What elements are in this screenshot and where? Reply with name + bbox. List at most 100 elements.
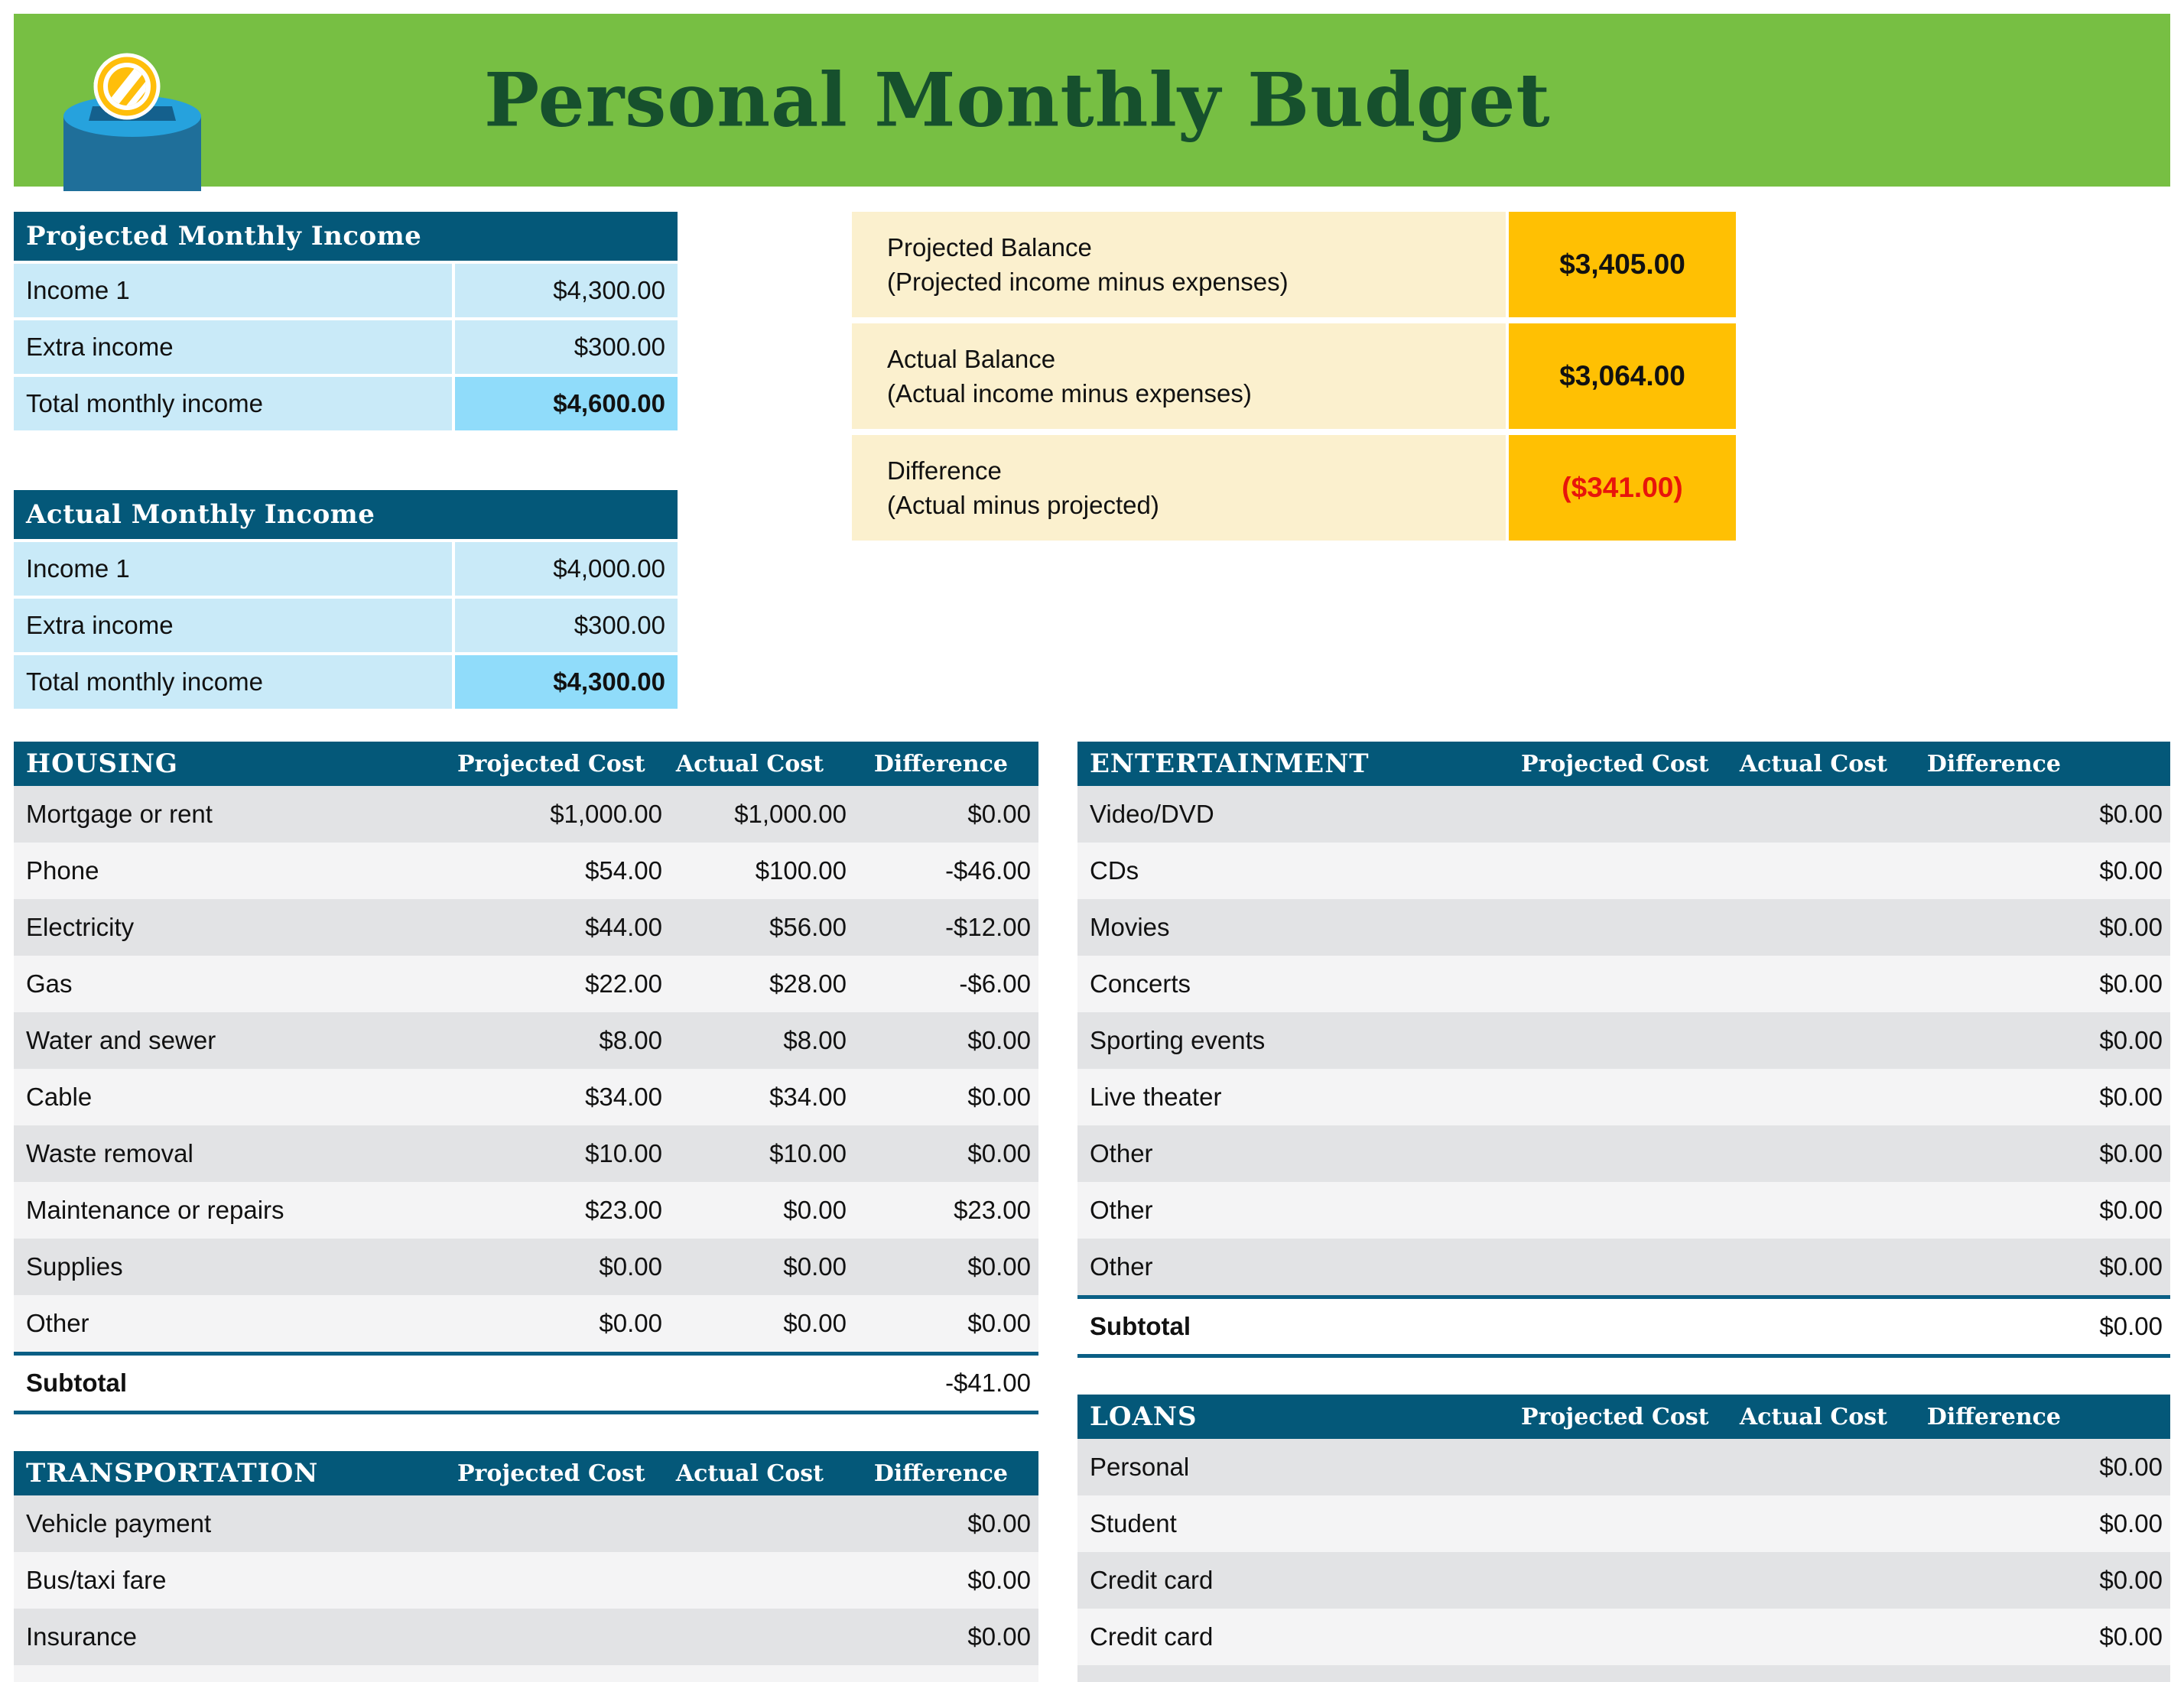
projected-cost-cell[interactable]: $0.00 (599, 1252, 662, 1281)
difference-cell[interactable]: $0.00 (967, 1622, 1031, 1651)
row-label-cell[interactable]: Concerts (1090, 969, 1191, 998)
row-label-cell[interactable]: Other (1090, 1252, 1153, 1281)
row-label-cell[interactable]: Other (1090, 1139, 1153, 1167)
actual-cost-cell[interactable]: $28.00 (769, 969, 847, 998)
balance-value-cell[interactable]: ($341.00) (1509, 435, 1736, 541)
income-label-cell[interactable]: Total monthly income (14, 655, 452, 709)
balance-label-cell[interactable]: Actual Balance (Actual income minus expen… (852, 323, 1506, 429)
row-label-cell[interactable]: Gas (26, 969, 73, 998)
income-label-cell[interactable]: Income 1 (14, 542, 452, 596)
column-header-act: Actual Cost (675, 1460, 824, 1487)
row-label-cell[interactable]: Vehicle payment (26, 1509, 212, 1538)
projected-cost-cell[interactable]: $54.00 (585, 856, 662, 885)
difference-cell[interactable]: $0.00 (967, 1139, 1031, 1167)
income-row: Total monthly income $4,300.00 (14, 655, 678, 709)
row-label-cell[interactable]: Water and sewer (26, 1026, 216, 1054)
income-value-cell[interactable]: $4,300.00 (455, 264, 678, 317)
actual-cost-cell[interactable]: $8.00 (783, 1026, 847, 1054)
row-label-cell[interactable]: Mortgage or rent (26, 800, 213, 828)
projected-cost-cell[interactable]: $0.00 (599, 1309, 662, 1337)
difference-cell[interactable]: $0.00 (2099, 1453, 2163, 1481)
projected-cost-cell[interactable]: $1,000.00 (550, 800, 662, 828)
difference-cell[interactable]: -$46.00 (945, 856, 1031, 885)
difference-cell[interactable]: $23.00 (954, 1196, 1031, 1224)
row-label-cell[interactable]: CDs (1090, 856, 1139, 885)
projected-cost-cell[interactable]: $23.00 (585, 1196, 662, 1224)
actual-cost-cell[interactable]: $1,000.00 (734, 800, 847, 828)
difference-cell[interactable]: $0.00 (2099, 1509, 2163, 1538)
actual-cost-cell[interactable]: $0.00 (783, 1196, 847, 1224)
balance-value-cell[interactable]: $3,405.00 (1509, 212, 1736, 317)
row-label-cell[interactable]: Cable (26, 1083, 93, 1111)
actual-cost-cell[interactable]: $56.00 (769, 913, 847, 941)
coin-icon (93, 53, 161, 120)
actual-cost-cell[interactable]: $0.00 (783, 1252, 847, 1281)
row-label-cell[interactable]: Waste removal (26, 1139, 193, 1167)
difference-cell[interactable]: $0.00 (967, 1566, 1031, 1594)
projected-cost-cell[interactable]: $8.00 (599, 1026, 662, 1054)
difference-cell[interactable]: $0.00 (967, 1026, 1031, 1054)
row-label-cell[interactable]: Insurance (26, 1622, 137, 1651)
row-label-cell[interactable]: Personal (1090, 1453, 1190, 1481)
row-label-cell[interactable]: Live theater (1090, 1083, 1222, 1111)
row-label-cell[interactable]: Sporting events (1090, 1026, 1266, 1054)
projected-cost-cell[interactable]: $44.00 (585, 913, 662, 941)
income-value-cell[interactable]: $300.00 (455, 320, 678, 374)
difference-cell[interactable]: -$12.00 (945, 913, 1031, 941)
difference-cell[interactable]: $0.00 (2099, 1622, 2163, 1651)
row-label-cell[interactable]: Video/DVD (1090, 800, 1214, 828)
difference-cell[interactable]: $0.00 (2099, 1252, 2163, 1281)
income-value-cell[interactable]: $4,300.00 (455, 655, 678, 709)
difference-cell[interactable]: $0.00 (967, 800, 1031, 828)
projected-cost-cell[interactable]: $22.00 (585, 969, 662, 998)
projected-cost-cell[interactable]: $10.00 (585, 1139, 662, 1167)
difference-cell[interactable]: $0.00 (2099, 800, 2163, 828)
row-label-cell[interactable]: Other (1090, 1196, 1153, 1224)
difference-cell[interactable]: $0.00 (967, 1252, 1031, 1281)
row-label-cell[interactable]: Phone (26, 856, 99, 885)
subtotal-row: Subtotal -$41.00 (14, 1352, 1038, 1414)
income-value-cell[interactable]: $4,000.00 (455, 542, 678, 596)
balance-label-cell[interactable]: Difference (Actual minus projected) (852, 435, 1506, 541)
projected-cost-cell[interactable]: $34.00 (585, 1083, 662, 1111)
difference-cell[interactable]: $0.00 (967, 1509, 1031, 1538)
row-label-cell[interactable]: Bus/taxi fare (26, 1566, 167, 1594)
balance-value-cell[interactable]: $3,064.00 (1509, 323, 1736, 429)
difference-cell[interactable]: -$6.00 (959, 969, 1031, 998)
actual-cost-cell[interactable]: $10.00 (769, 1139, 847, 1167)
row-label-cell[interactable]: Other (26, 1309, 89, 1337)
actual-cost-cell[interactable]: $100.00 (755, 856, 847, 885)
subtotal-value[interactable]: -$41.00 (945, 1369, 1031, 1397)
difference-cell[interactable]: $0.00 (2099, 1026, 2163, 1054)
actual-cost-cell[interactable]: $34.00 (769, 1083, 847, 1111)
expense-row: Gas $22.00 $28.00 -$6.00 (14, 956, 1038, 1012)
expense-row: Live theater $0.00 (1077, 1069, 2170, 1125)
balance-label-cell[interactable]: Projected Balance (Projected income minus… (852, 212, 1506, 317)
row-label-cell[interactable]: Credit card (1090, 1622, 1214, 1651)
difference-cell[interactable]: $0.00 (2099, 1566, 2163, 1594)
subtotal-value[interactable]: $0.00 (2099, 1312, 2163, 1340)
row-label-cell[interactable]: Maintenance or repairs (26, 1196, 284, 1224)
page-title: Personal Monthly Budget (484, 57, 1551, 144)
income-value-cell[interactable]: $4,600.00 (455, 377, 678, 430)
row-label-cell[interactable]: Movies (1090, 913, 1170, 941)
difference-cell[interactable]: $0.00 (967, 1309, 1031, 1337)
difference-cell[interactable]: $0.00 (2099, 913, 2163, 941)
difference-cell[interactable]: $0.00 (967, 1083, 1031, 1111)
row-label-cell[interactable]: Electricity (26, 913, 135, 941)
expense-row: Phone $54.00 $100.00 -$46.00 (14, 843, 1038, 899)
income-label-cell[interactable]: Extra income (14, 320, 452, 374)
difference-cell[interactable]: $0.00 (2099, 1139, 2163, 1167)
row-label-cell[interactable]: Student (1090, 1509, 1177, 1538)
difference-cell[interactable]: $0.00 (2099, 856, 2163, 885)
income-label-cell[interactable]: Total monthly income (14, 377, 452, 430)
difference-cell[interactable]: $0.00 (2099, 969, 2163, 998)
actual-cost-cell[interactable]: $0.00 (783, 1309, 847, 1337)
difference-cell[interactable]: $0.00 (2099, 1196, 2163, 1224)
difference-cell[interactable]: $0.00 (2099, 1083, 2163, 1111)
row-label-cell[interactable]: Credit card (1090, 1566, 1214, 1594)
row-label-cell[interactable]: Supplies (26, 1252, 123, 1281)
income-label-cell[interactable]: Extra income (14, 599, 452, 652)
income-value-cell[interactable]: $300.00 (455, 599, 678, 652)
income-label-cell[interactable]: Income 1 (14, 264, 452, 317)
